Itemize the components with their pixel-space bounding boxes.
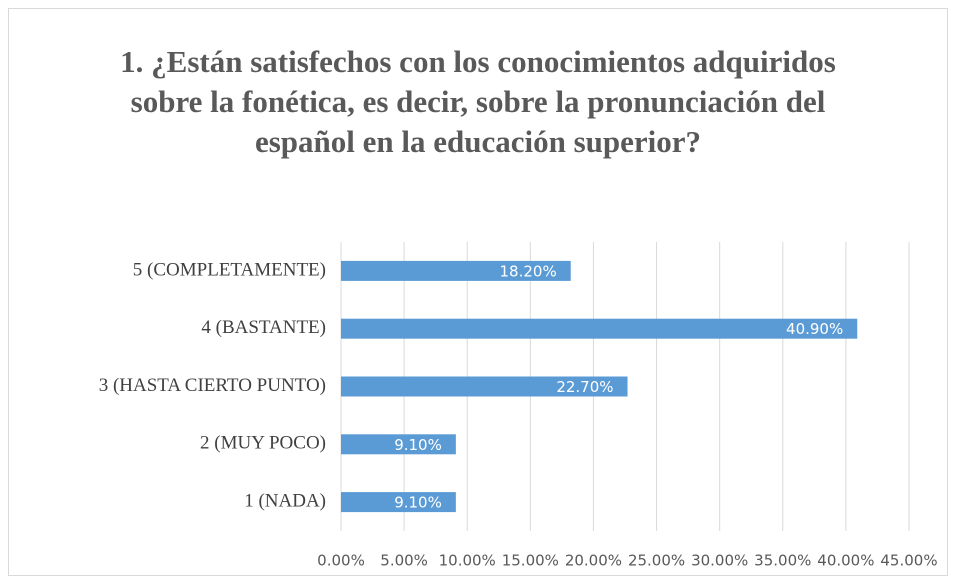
x-tick-label: 25.00%: [628, 552, 685, 570]
bar: [341, 318, 858, 339]
bar: [341, 376, 628, 397]
y-tick-label: 4 (BASTANTE): [201, 317, 326, 338]
value-label: 9.10%: [394, 436, 442, 454]
chart-title: 1. ¿Están satisfechos con los conocimien…: [120, 44, 836, 159]
x-tick-label: 15.00%: [502, 552, 559, 570]
y-tick-label: 3 (HASTA CIERTO PUNTO): [99, 375, 326, 396]
x-tick-label: 45.00%: [880, 552, 937, 570]
value-label: 22.70%: [556, 378, 613, 396]
x-tick-label: 35.00%: [754, 552, 811, 570]
y-tick-label: 2 (MUY POCO): [200, 433, 326, 454]
x-tick-label: 30.00%: [691, 552, 748, 570]
y-tick-label: 1 (NADA): [244, 490, 326, 511]
x-tick-label: 5.00%: [380, 552, 428, 570]
value-label: 9.10%: [394, 494, 442, 512]
bar: [341, 434, 456, 455]
chart-frame: [8, 8, 948, 576]
x-tick-label: 10.00%: [439, 552, 496, 570]
y-tick-label: 5 (COMPLETAMENTE): [133, 259, 326, 280]
bar: [341, 492, 456, 513]
x-tick-label: 0.00%: [317, 552, 365, 570]
x-tick-label: 20.00%: [565, 552, 622, 570]
value-label: 40.90%: [786, 320, 843, 338]
bar: [341, 260, 571, 281]
x-tick-label: 40.00%: [817, 552, 874, 570]
value-label: 18.20%: [500, 262, 557, 280]
